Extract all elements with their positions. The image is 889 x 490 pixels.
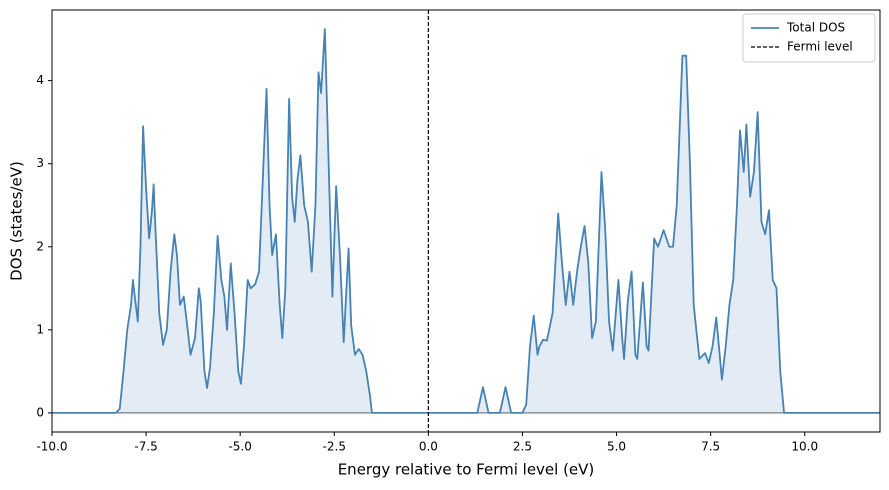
plot-frame	[51, 9, 881, 433]
x-tick-label: 2.5	[513, 440, 532, 454]
x-tick-label: -7.5	[134, 440, 157, 454]
x-tick-label: -10.0	[36, 440, 67, 454]
x-axis-label: Energy relative to Fermi level (eV)	[338, 461, 595, 479]
x-tick-label: 10.0	[791, 440, 818, 454]
x-tick-label: 0.0	[419, 440, 438, 454]
y-tick-label: 3	[36, 156, 44, 170]
x-tick-label: -2.5	[323, 440, 346, 454]
y-tick-label: 1	[36, 322, 44, 336]
legend-label: Total DOS	[786, 21, 845, 35]
y-tick-label: 0	[36, 405, 44, 419]
y-tick-label: 4	[36, 73, 44, 87]
legend-box	[742, 13, 876, 63]
line	[52, 28, 880, 414]
x-tick-label: -5.0	[228, 440, 251, 454]
x-tick-label: 7.5	[701, 440, 720, 454]
y-tick-label: 2	[36, 239, 44, 253]
legend-label: Fermi level	[787, 40, 853, 54]
x-tick-label: 5.0	[607, 440, 626, 454]
area	[52, 29, 880, 413]
y-axis-label: DOS (states/eV)	[8, 161, 26, 281]
